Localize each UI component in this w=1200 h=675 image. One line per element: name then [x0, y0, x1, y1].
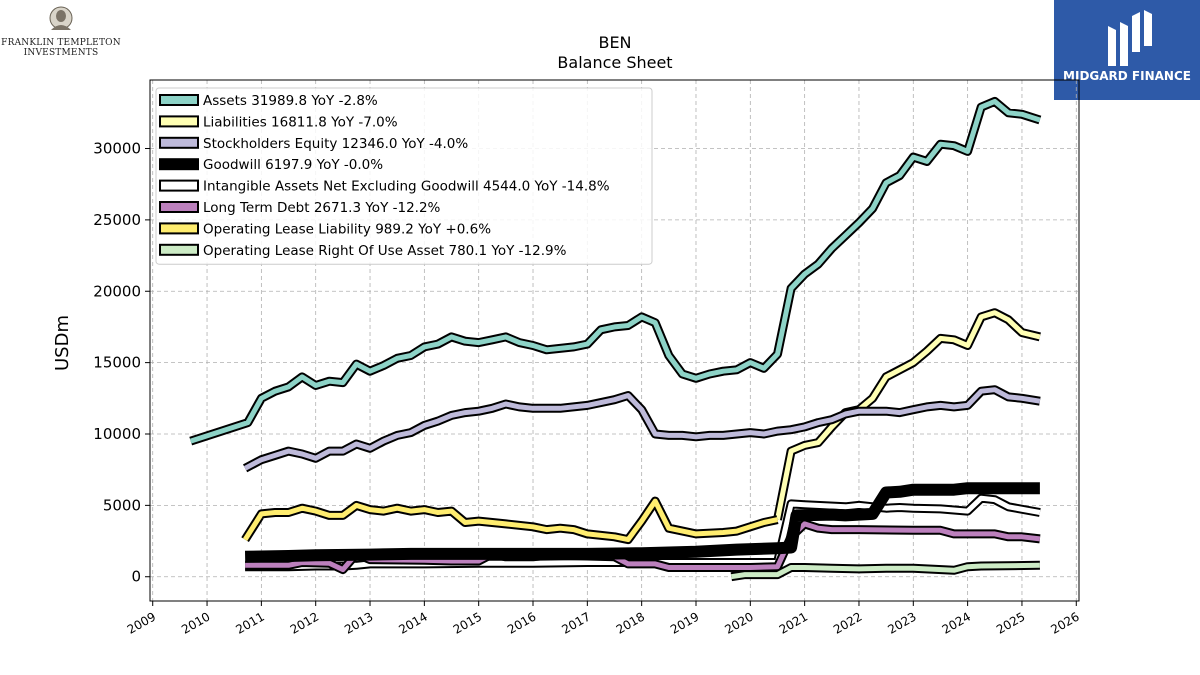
- y-tick-label: 15000: [93, 354, 141, 372]
- series-layer: [189, 96, 1042, 582]
- chart-title: BEN: [598, 33, 631, 52]
- x-tick-label: 2011: [233, 609, 266, 636]
- x-tick-label: 2012: [288, 609, 321, 636]
- legend-swatch-intangible-assets-net-excluding-goodwill: [159, 179, 199, 192]
- x-tick-label: 2015: [451, 609, 484, 636]
- legend-swatch-stockholders-equity: [159, 136, 199, 149]
- x-tick-label: 2018: [614, 609, 647, 636]
- x-tick-label: 2010: [179, 609, 212, 636]
- x-tick-label: 2009: [125, 609, 158, 636]
- legend-swatch-assets: [159, 94, 199, 106]
- legend-label-liabilities: Liabilities 16811.8 YoY -7.0%: [203, 114, 398, 130]
- x-tick-label: 2025: [994, 609, 1027, 636]
- legend: Assets 31989.8 YoY -2.8% Liabilities 1681…: [155, 87, 653, 265]
- brand-right-logo: MIDGARD FINANCE: [1054, 0, 1200, 100]
- x-tick-label: 2019: [668, 609, 701, 636]
- x-tick-label: 2022: [831, 609, 864, 636]
- brand-left-name-line2: INVESTMENTS: [23, 48, 99, 58]
- x-tick-label: 2026: [1048, 609, 1081, 636]
- y-tick-label: 5000: [103, 496, 141, 514]
- y-tick-label: 0: [131, 568, 141, 586]
- x-tick-label: 2014: [396, 609, 429, 636]
- legend-label-operating-lease-right-of-use-asset: Operating Lease Right Of Use Asset 780.1…: [203, 243, 567, 259]
- chart-subtitle: Balance Sheet: [557, 53, 672, 72]
- legend-swatch-operating-lease-liability: [159, 222, 199, 235]
- x-ticks: 2009 2010 2011 2012 2013 2014 2015 2016 2017 2018…: [125, 601, 1082, 637]
- y-axis-label: USDm: [52, 315, 73, 371]
- legend-label-assets: Assets 31989.8 YoY -2.8%: [203, 93, 378, 109]
- y-ticks: 0 5000 10000 15000 20000 25000 30000: [93, 140, 150, 586]
- legend-label-long-term-debt: Long Term Debt 2671.3 YoY -12.2%: [203, 200, 441, 216]
- x-tick-label: 2017: [559, 609, 592, 636]
- x-tick-label: 2021: [777, 609, 810, 636]
- legend-swatch-goodwill: [159, 158, 199, 171]
- x-tick-label: 2016: [505, 609, 538, 636]
- legend-swatch-liabilities: [159, 115, 199, 128]
- brand-left-logo: FRANKLIN TEMPLETON INVESTMENTS: [0, 4, 122, 58]
- brand-right-name: MIDGARD FINANCE: [1063, 69, 1191, 83]
- series-line-goodwill: [244, 482, 1040, 563]
- brand-left-name-line1: FRANKLIN TEMPLETON: [1, 38, 121, 48]
- legend-label-stockholders-equity: Stockholders Equity 12346.0 YoY -4.0%: [203, 136, 468, 152]
- legend-swatch-operating-lease-right-of-use-asset: [159, 243, 199, 256]
- plot-frame: [149, 79, 1080, 602]
- y-tick-label: 30000: [93, 140, 141, 158]
- y-tick-label: 25000: [93, 211, 141, 229]
- legend-label-intangible-assets-net-excluding-goodwill: Intangible Assets Net Excluding Goodwill…: [203, 179, 610, 195]
- midgard-logo-icon: [1108, 10, 1152, 66]
- x-tick-label: 2024: [940, 609, 973, 636]
- legend-label-goodwill: Goodwill 6197.9 YoY -0.0%: [203, 157, 383, 173]
- legend-label-operating-lease-liability: Operating Lease Liability 989.2 YoY +0.6…: [203, 221, 491, 237]
- legend-box: [155, 87, 653, 265]
- series-line-stockholders-equity: [243, 387, 1041, 471]
- series-outline-stockholders-equity: [243, 385, 1041, 473]
- x-tick-label: 2020: [722, 609, 755, 636]
- series-line-assets: [189, 98, 1041, 444]
- x-tick-label: 2013: [342, 609, 375, 636]
- legend-swatch-long-term-debt: [159, 201, 199, 213]
- series-line-liabilities: [775, 310, 1041, 521]
- series-line-operating-lease-liability: [242, 498, 779, 543]
- portrait-seal-icon: [49, 6, 73, 30]
- x-tick-label: 2023: [885, 609, 918, 636]
- y-tick-label: 20000: [93, 282, 141, 300]
- y-tick-label: 10000: [93, 425, 141, 443]
- series-line-operating-lease-right-of-use-asset: [730, 562, 1040, 580]
